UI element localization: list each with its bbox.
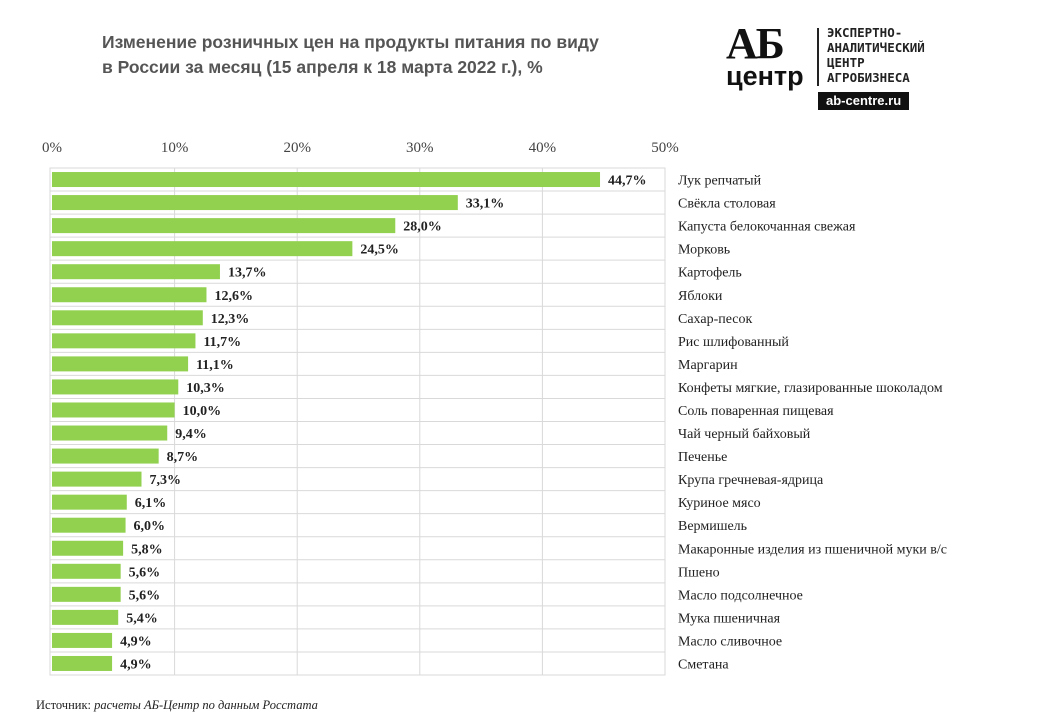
- data-label: 6,1%: [135, 496, 167, 511]
- logo-desc-line: АГРОБИЗНЕСА: [827, 70, 910, 85]
- logo-description: ЭКСПЕРТНО- АНАЛИТИЧЕСКИЙ ЦЕНТР АГРОБИЗНЕ…: [827, 25, 925, 85]
- source-label: Источник:: [36, 698, 92, 712]
- data-label: 10,3%: [186, 381, 225, 396]
- data-label: 10,0%: [183, 404, 222, 419]
- data-label: 33,1%: [466, 197, 505, 212]
- category-label: Печенье: [678, 450, 727, 465]
- logo-divider: [817, 28, 819, 86]
- source-text: расчеты АБ-Центр по данным Росстата: [94, 698, 318, 712]
- bar-1: [52, 172, 601, 188]
- category-label: Лук репчатый: [678, 174, 762, 189]
- x-tick-label: 0%: [42, 140, 62, 156]
- bar-20: [52, 609, 119, 625]
- bar-7: [52, 310, 203, 326]
- data-label: 6,0%: [134, 519, 166, 534]
- bar-10: [52, 379, 179, 395]
- bar-2: [52, 195, 458, 211]
- bar-18: [52, 563, 121, 579]
- data-label: 11,1%: [196, 358, 234, 373]
- category-label: Пшено: [678, 565, 720, 580]
- x-tick-label: 20%: [283, 140, 311, 156]
- data-label: 28,0%: [403, 220, 442, 235]
- data-label: 5,6%: [129, 565, 161, 580]
- chart-title: Изменение розничных цен на продукты пита…: [102, 30, 599, 80]
- x-tick-label: 30%: [406, 140, 434, 156]
- title-line-1: Изменение розничных цен на продукты пита…: [102, 32, 599, 52]
- logo-mark-bottom: центр: [726, 61, 804, 91]
- category-label: Соль поваренная пищевая: [678, 404, 834, 419]
- data-label: 5,8%: [131, 542, 163, 557]
- data-label: 12,3%: [211, 312, 250, 327]
- bar-3: [52, 218, 396, 234]
- category-label: Масло сливочное: [678, 634, 782, 649]
- data-label: 44,7%: [608, 174, 647, 189]
- bar-6: [52, 287, 207, 303]
- bar-22: [52, 655, 113, 671]
- x-tick-label: 40%: [529, 140, 557, 156]
- bar-16: [52, 517, 126, 533]
- logo-mark-top: АБ: [726, 19, 785, 68]
- bar-8: [52, 333, 196, 349]
- logo-desc-line: АНАЛИТИЧЕСКИЙ: [827, 40, 925, 55]
- title-line-2: в России за месяц (15 апреля к 18 марта …: [102, 57, 543, 77]
- bar-5: [52, 264, 220, 280]
- x-tick-label: 10%: [161, 140, 189, 156]
- category-label: Крупа гречневая-ядрица: [678, 473, 824, 488]
- category-label: Картофель: [678, 266, 742, 281]
- category-label: Капуста белокочанная свежая: [678, 220, 856, 235]
- data-label: 7,3%: [149, 473, 181, 488]
- source-note: Источник: расчеты АБ-Центр по данным Рос…: [36, 698, 318, 713]
- category-label: Яблоки: [678, 289, 723, 304]
- ab-centre-logo: АБ центр ЭКСПЕРТНО- АНАЛИТИЧЕСКИЙ ЦЕНТР …: [722, 22, 972, 114]
- category-label: Сахар-песок: [678, 312, 753, 327]
- data-label: 12,6%: [214, 289, 253, 304]
- category-label: Сметана: [678, 657, 729, 672]
- bar-15: [52, 494, 127, 510]
- bar-11: [52, 402, 175, 418]
- bar-13: [52, 448, 159, 464]
- category-label: Морковь: [678, 243, 730, 258]
- category-label: Макаронные изделия из пшеничной муки в/с: [678, 542, 947, 557]
- category-label: Масло подсолнечное: [678, 588, 803, 603]
- data-label: 5,6%: [129, 588, 161, 603]
- data-label: 11,7%: [203, 335, 241, 350]
- bar-21: [52, 632, 113, 648]
- x-tick-label: 50%: [651, 140, 679, 156]
- data-label: 4,9%: [120, 657, 152, 672]
- logo-url: ab-centre.ru: [818, 92, 910, 110]
- bar-17: [52, 540, 124, 556]
- category-label: Свёкла столовая: [678, 197, 776, 212]
- data-label: 8,7%: [167, 450, 199, 465]
- bar-12: [52, 425, 168, 441]
- data-label: 24,5%: [360, 243, 399, 258]
- data-label: 9,4%: [175, 427, 207, 442]
- bar-19: [52, 586, 121, 602]
- data-label: 5,4%: [126, 611, 158, 626]
- category-label: Рис шлифованный: [678, 335, 789, 350]
- data-label: 13,7%: [228, 266, 267, 281]
- logo-desc-line: ЦЕНТР: [827, 55, 865, 70]
- category-label: Маргарин: [678, 358, 738, 373]
- logo-desc-line: ЭКСПЕРТНО-: [827, 25, 903, 40]
- bar-9: [52, 356, 189, 372]
- category-label: Вермишель: [678, 519, 747, 534]
- data-label: 4,9%: [120, 634, 152, 649]
- category-label: Конфеты мягкие, глазированные шоколадом: [678, 381, 943, 396]
- category-label: Мука пшеничная: [678, 611, 781, 626]
- category-label: Куриное мясо: [678, 496, 761, 511]
- bar-4: [52, 241, 353, 257]
- category-label: Чай черный байховый: [678, 427, 811, 442]
- bar-14: [52, 471, 142, 487]
